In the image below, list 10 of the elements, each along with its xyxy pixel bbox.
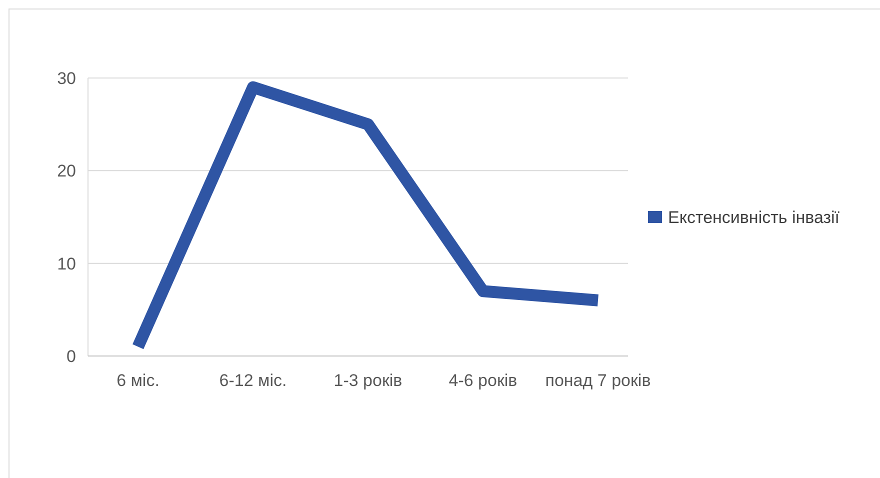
x-tick-label: 1-3 років	[334, 371, 402, 390]
x-tick-label: 6 міс.	[116, 371, 160, 390]
x-tick-label: 4-6 років	[448, 371, 518, 390]
x-tick-label: 6-12 міс.	[219, 371, 287, 390]
y-tick-label: 30	[57, 68, 76, 88]
y-tick-label: 20	[57, 162, 76, 181]
x-tick-label: понад 7 років	[545, 371, 651, 390]
y-tick-label: 10	[57, 254, 76, 274]
y-tick-label: 0	[66, 346, 76, 366]
legend-label: Екстенсивність інвазії	[668, 208, 840, 227]
